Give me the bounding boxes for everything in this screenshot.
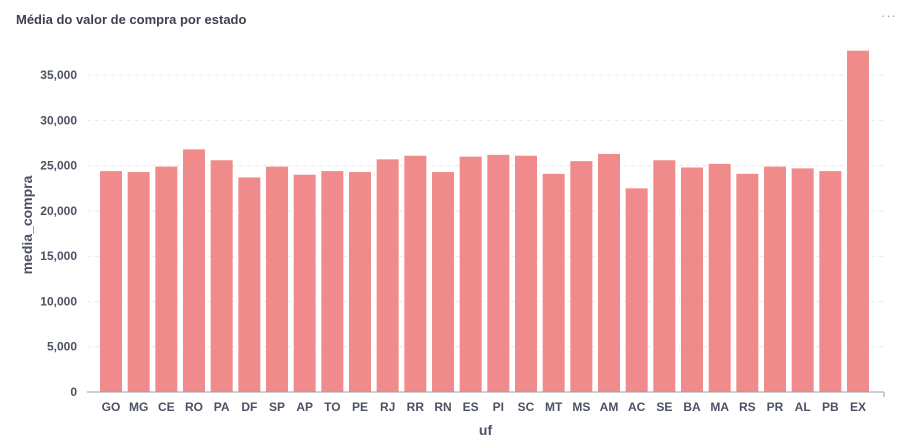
x-tick-label: EX <box>850 400 866 414</box>
x-tick-label: TO <box>324 400 340 414</box>
y-tick-label: 10,000 <box>40 294 77 308</box>
bars <box>100 50 869 392</box>
x-tick-label: RN <box>434 400 451 414</box>
bar-mg[interactable] <box>127 172 150 392</box>
x-tick-label: PA <box>214 400 230 414</box>
bar-go[interactable] <box>100 171 122 392</box>
x-tick-label: PI <box>493 400 504 414</box>
bar-pb[interactable] <box>819 171 842 392</box>
x-tick-label: AC <box>628 400 646 414</box>
x-tick-label: SE <box>656 400 672 414</box>
bar-df[interactable] <box>238 177 261 392</box>
bar-ac[interactable] <box>625 188 648 392</box>
bar-rs[interactable] <box>736 173 759 392</box>
x-tick-label: PB <box>822 400 839 414</box>
x-tick-label: PR <box>767 400 784 414</box>
x-tick-label: CE <box>158 400 175 414</box>
x-tick-label: PE <box>352 400 368 414</box>
bar-ex[interactable] <box>847 50 869 392</box>
x-tick-label: AP <box>296 400 313 414</box>
bar-ba[interactable] <box>681 167 703 392</box>
axes: 0 5,000 10,000 15,000 20,000 25,000 30,000 35,0… <box>40 68 885 414</box>
y-tick-label: 0 <box>70 385 77 399</box>
x-tick-label: RO <box>185 400 203 414</box>
x-tick-label: MS <box>572 400 590 414</box>
x-tick-label: AL <box>795 400 811 414</box>
bar-mt[interactable] <box>542 173 565 392</box>
x-tick-label: RJ <box>380 400 395 414</box>
bar-se[interactable] <box>653 160 676 392</box>
bar-al[interactable] <box>791 168 814 392</box>
bar-pr[interactable] <box>764 166 786 392</box>
bar-ce[interactable] <box>155 166 178 392</box>
y-tick-label: 20,000 <box>40 204 77 218</box>
x-tick-label: SP <box>269 400 285 414</box>
x-tick-label: GO <box>102 400 121 414</box>
x-tick-label: RR <box>407 400 425 414</box>
y-tick-label: 35,000 <box>40 68 77 82</box>
x-tick-label: MG <box>129 400 148 414</box>
x-tick-label: SC <box>518 400 535 414</box>
y-tick-label: 25,000 <box>40 159 77 173</box>
y-axis-title: media_compra <box>19 175 35 274</box>
bar-ap[interactable] <box>293 174 316 392</box>
x-tick-label: DF <box>241 400 257 414</box>
more-horizontal-icon[interactable]: ··· <box>881 8 897 23</box>
x-tick-label: ES <box>463 400 479 414</box>
y-tick-label: 15,000 <box>40 249 77 263</box>
x-tick-label: MT <box>545 400 563 414</box>
y-tick-label: 30,000 <box>40 113 77 127</box>
x-tick-label: BA <box>683 400 701 414</box>
bar-pe[interactable] <box>349 172 371 392</box>
x-tick-label: AM <box>600 400 619 414</box>
y-tick-label: 5,000 <box>47 340 77 354</box>
bar-am[interactable] <box>598 153 620 392</box>
bar-ro[interactable] <box>183 149 205 392</box>
bar-rj[interactable] <box>376 159 399 392</box>
chart-title: Média do valor de compra por estado <box>16 12 247 27</box>
bar-sp[interactable] <box>266 166 288 392</box>
bar-pi[interactable] <box>487 154 510 392</box>
bar-sc[interactable] <box>515 155 537 392</box>
x-tick-label: MA <box>710 400 729 414</box>
bar-to[interactable] <box>321 171 344 392</box>
x-axis-title: uf <box>479 422 493 438</box>
bar-ma[interactable] <box>708 163 731 392</box>
bar-es[interactable] <box>459 156 482 392</box>
bar-rn[interactable] <box>432 172 454 392</box>
bar-ms[interactable] <box>570 161 593 392</box>
x-tick-label: RS <box>739 400 756 414</box>
bar-pa[interactable] <box>210 160 233 392</box>
bar-rr[interactable] <box>404 155 427 392</box>
